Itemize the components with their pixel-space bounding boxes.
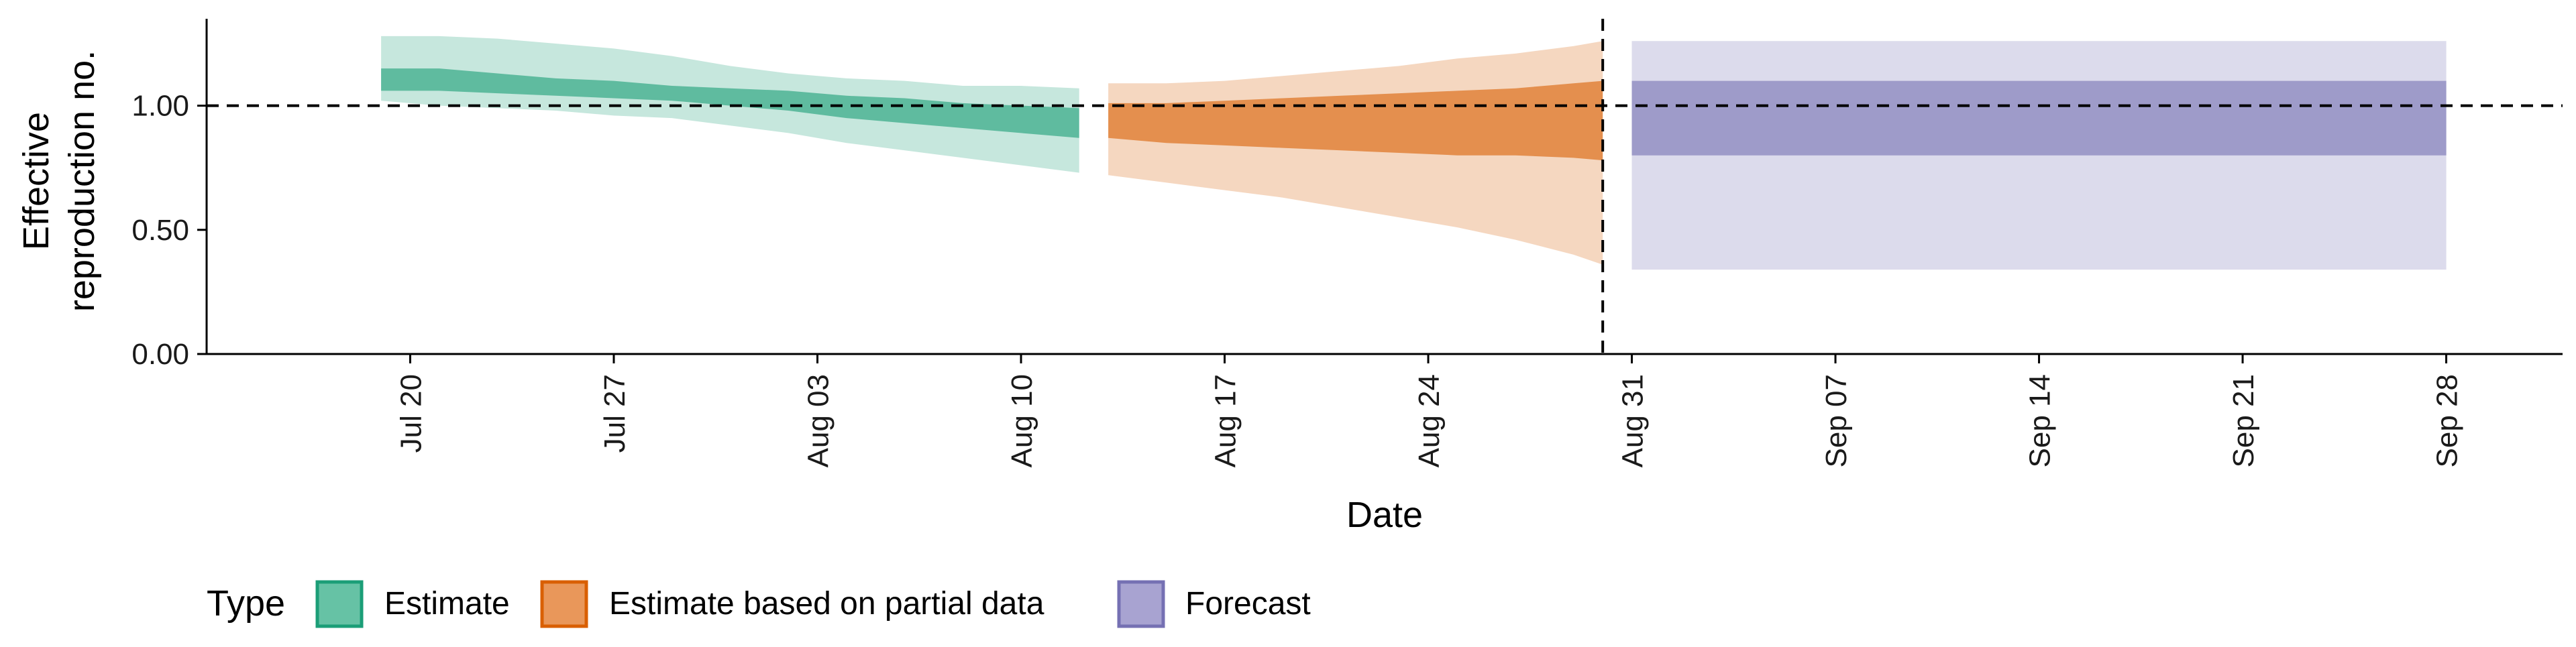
x-tick-label: Sep 07	[1820, 374, 1853, 467]
legend-label-estimate: Estimate	[384, 586, 510, 622]
legend: Type Estimate Estimate based on partial …	[207, 580, 1311, 628]
legend-key-forecast	[1117, 580, 1165, 628]
x-tick-label: Aug 17	[1210, 374, 1242, 467]
x-tick-label: Jul 20	[395, 374, 428, 453]
legend-key-partial	[540, 580, 588, 628]
forecast-band-90	[1631, 41, 2447, 270]
x-tick-label: Sep 14	[2024, 374, 2057, 467]
x-axis-title: Date	[1346, 495, 1423, 535]
y-tick-label: 0.50	[131, 214, 189, 247]
legend-label-forecast: Forecast	[1185, 586, 1311, 622]
y-tick-label: 0.00	[131, 338, 189, 371]
y-axis-title-line-2: reproduction no.	[62, 50, 102, 312]
x-tick-label: Jul 27	[598, 374, 631, 453]
x-tick-label: Aug 03	[802, 374, 835, 467]
y-axis-title-line-1: Effective	[16, 112, 56, 250]
axes	[205, 19, 2563, 355]
estimate-based-on-partial-data-band-50	[1108, 80, 1603, 161]
legend-title: Type	[207, 583, 285, 624]
reference-lines	[207, 19, 2563, 354]
y-ticks: 0.00 0.50 1.00	[131, 90, 207, 371]
legend-label-partial: Estimate based on partial data	[609, 586, 1044, 622]
x-tick-label: Sep 21	[2227, 374, 2260, 467]
y-tick-label: 1.00	[131, 90, 189, 123]
forecast-band-50	[1631, 80, 2447, 156]
x-tick-label: Sep 28	[2431, 374, 2464, 467]
x-ticks: Jul 20 Jul 27 Aug 03 Aug 10 Aug 17 Aug 24 Aug …	[395, 354, 2464, 467]
x-tick-label: Aug 24	[1413, 374, 1446, 467]
estimate-band-50	[381, 68, 1079, 138]
uncertainty-bands	[381, 36, 2447, 270]
x-tick-label: Aug 31	[1617, 374, 1650, 467]
legend-key-estimate	[315, 580, 364, 628]
x-tick-label: Aug 10	[1006, 374, 1038, 467]
